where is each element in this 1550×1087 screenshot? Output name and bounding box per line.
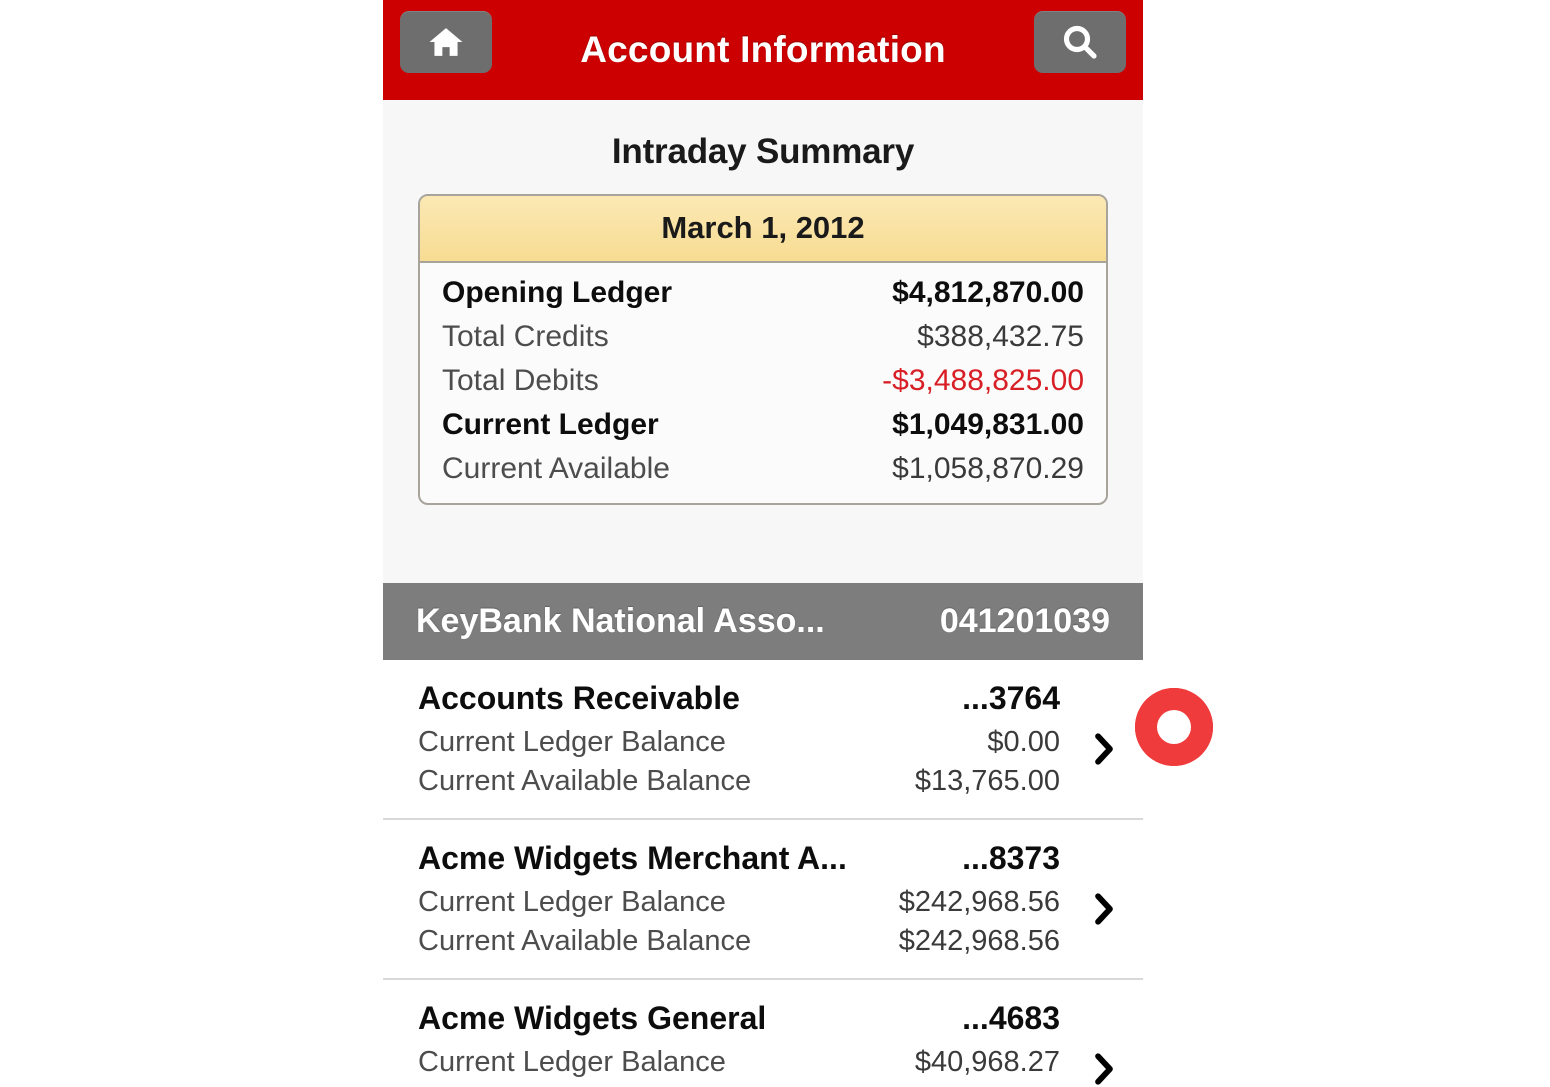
summary-date-header: March 1, 2012 xyxy=(420,196,1106,263)
summary-row-opening-ledger: Opening Ledger $4,812,870.00 xyxy=(442,271,1084,315)
bank-routing-number: 041201039 xyxy=(939,602,1110,640)
bank-group-header: KeyBank National Asso... 041201039 xyxy=(383,583,1143,660)
available-balance-line: Current Available Balance $242,968.56 xyxy=(418,921,1108,960)
ledger-balance-line: Current Ledger Balance $242,968.56 xyxy=(418,882,1108,921)
accounts-list: Accounts Receivable ...3764 Current Ledg… xyxy=(383,660,1143,1087)
summary-value: $388,432.75 xyxy=(917,320,1084,353)
available-balance-value: $242,968.56 xyxy=(898,925,1060,957)
summary-label: Current Ledger xyxy=(442,408,659,441)
summary-row-current-ledger: Current Ledger $1,049,831.00 xyxy=(442,403,1084,447)
available-balance-label: Current Available Balance xyxy=(418,925,752,957)
account-heading: Accounts Receivable ...3764 xyxy=(418,680,1108,717)
summary-label: Current Available xyxy=(442,452,670,485)
ledger-balance-label: Current Ledger Balance xyxy=(418,726,726,758)
ledger-balance-value: $242,968.56 xyxy=(898,886,1060,918)
available-balance-value: $13,765.00 xyxy=(914,765,1060,797)
chevron-right-icon[interactable] xyxy=(1093,1052,1115,1086)
ledger-balance-line: Current Ledger Balance $40,968.27 xyxy=(418,1042,1108,1081)
ledger-balance-line: Current Ledger Balance $0.00 xyxy=(418,722,1108,761)
summary-row-total-credits: Total Credits $388,432.75 xyxy=(442,315,1084,359)
tap-indicator xyxy=(1135,688,1213,766)
summary-label: Total Debits xyxy=(442,364,599,397)
summary-label: Opening Ledger xyxy=(442,276,673,309)
ledger-balance-value: $0.00 xyxy=(987,726,1060,758)
search-icon xyxy=(1060,22,1100,62)
account-heading: Acme Widgets Merchant A... ...8373 xyxy=(418,840,1108,877)
chevron-right-icon[interactable] xyxy=(1093,892,1115,926)
home-button[interactable] xyxy=(400,11,492,73)
chevron-right-icon[interactable] xyxy=(1093,732,1115,766)
app-header-bar: Account Information xyxy=(383,0,1143,100)
summary-label: Total Credits xyxy=(442,320,609,353)
account-number-mask: ...4683 xyxy=(962,1000,1060,1036)
summary-value: $4,812,870.00 xyxy=(892,276,1084,309)
home-icon xyxy=(426,23,466,61)
account-list-item[interactable]: Accounts Receivable ...3764 Current Ledg… xyxy=(383,660,1143,820)
ledger-balance-value: $40,968.27 xyxy=(914,1046,1060,1078)
summary-value-negative: -$3,488,825.00 xyxy=(882,364,1084,397)
bank-name: KeyBank National Asso... xyxy=(416,602,825,640)
available-balance-label: Current Available Balance xyxy=(418,765,752,797)
summary-value: $1,049,831.00 xyxy=(892,408,1084,441)
summary-row-total-debits: Total Debits -$3,488,825.00 xyxy=(442,359,1084,403)
account-list-item[interactable]: Acme Widgets Merchant A... ...8373 Curre… xyxy=(383,820,1143,980)
ledger-balance-label: Current Ledger Balance xyxy=(418,886,726,918)
summary-heading: Intraday Summary xyxy=(611,132,915,171)
summary-card: March 1, 2012 Opening Ledger $4,812,870.… xyxy=(418,194,1108,505)
available-balance-line: Current Available Balance $13,765.00 xyxy=(418,761,1108,800)
account-name: Acme Widgets General xyxy=(418,1000,767,1036)
summary-rows: Opening Ledger $4,812,870.00 Total Credi… xyxy=(420,263,1106,503)
account-number-mask: ...8373 xyxy=(962,840,1060,876)
account-list-item[interactable]: Acme Widgets General ...4683 Current Led… xyxy=(383,980,1143,1087)
ledger-balance-label: Current Ledger Balance xyxy=(418,1046,726,1078)
summary-value: $1,058,870.29 xyxy=(892,452,1084,485)
account-name: Accounts Receivable xyxy=(418,680,740,716)
account-heading: Acme Widgets General ...4683 xyxy=(418,1000,1108,1037)
intraday-summary-section: Intraday Summary March 1, 2012 Opening L… xyxy=(383,100,1143,583)
search-button[interactable] xyxy=(1034,11,1126,73)
account-name: Acme Widgets Merchant A... xyxy=(418,840,847,876)
summary-row-current-available: Current Available $1,058,870.29 xyxy=(442,447,1084,491)
tap-indicator-hole xyxy=(1157,710,1191,744)
account-number-mask: ...3764 xyxy=(962,680,1060,716)
page-title: Account Information xyxy=(580,29,946,70)
mobile-app-frame: Account Information Intraday Summary Mar… xyxy=(383,0,1143,1087)
